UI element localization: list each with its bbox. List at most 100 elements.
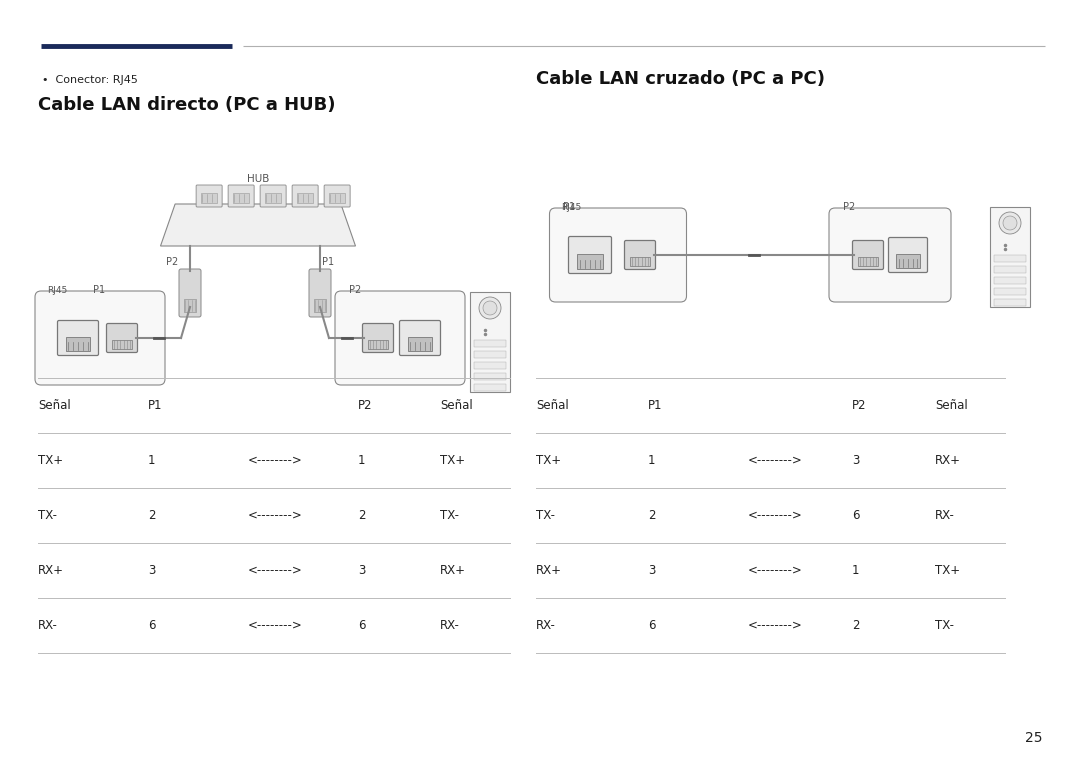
Text: 2: 2: [648, 509, 656, 522]
Text: 1: 1: [357, 454, 365, 467]
Text: TX-: TX-: [38, 509, 57, 522]
FancyBboxPatch shape: [57, 320, 98, 356]
Bar: [265, 193, 281, 203]
Text: P1: P1: [648, 399, 662, 412]
Bar: [201, 193, 217, 203]
Bar: [297, 193, 313, 203]
Text: 6: 6: [357, 619, 365, 632]
Bar: [184, 299, 197, 312]
Text: P1: P1: [93, 285, 105, 295]
Text: P2: P2: [357, 399, 373, 412]
Bar: [112, 340, 132, 349]
Text: RJ45: RJ45: [48, 286, 67, 295]
Circle shape: [1003, 216, 1017, 230]
Text: TX-: TX-: [440, 509, 459, 522]
Bar: [994, 266, 1026, 273]
Bar: [368, 340, 388, 349]
Text: Señal: Señal: [935, 399, 968, 412]
Text: <-------->: <-------->: [248, 619, 302, 632]
FancyBboxPatch shape: [852, 240, 883, 269]
Text: TX+: TX+: [536, 454, 562, 467]
Text: 25: 25: [1025, 731, 1042, 745]
Text: RX+: RX+: [536, 564, 562, 577]
Text: HUB: HUB: [247, 174, 269, 184]
Text: P1: P1: [564, 202, 576, 212]
Bar: [896, 253, 920, 268]
Text: <-------->: <-------->: [748, 454, 802, 467]
Text: TX+: TX+: [38, 454, 63, 467]
Text: RJ45: RJ45: [562, 203, 582, 212]
Text: TX+: TX+: [935, 564, 960, 577]
Bar: [577, 254, 603, 269]
FancyBboxPatch shape: [550, 208, 687, 302]
Text: P2: P2: [843, 202, 855, 212]
FancyBboxPatch shape: [197, 185, 222, 207]
Text: 2: 2: [357, 509, 365, 522]
Text: Cable LAN cruzado (PC a PC): Cable LAN cruzado (PC a PC): [536, 70, 825, 88]
FancyBboxPatch shape: [829, 208, 951, 302]
Bar: [474, 384, 507, 391]
FancyBboxPatch shape: [624, 240, 656, 269]
Text: 6: 6: [852, 509, 860, 522]
Text: 3: 3: [148, 564, 156, 577]
Text: Cable LAN directo (PC a HUB): Cable LAN directo (PC a HUB): [38, 96, 336, 114]
FancyBboxPatch shape: [363, 324, 393, 353]
Text: RX+: RX+: [440, 564, 465, 577]
Text: 6: 6: [148, 619, 156, 632]
Circle shape: [999, 212, 1021, 234]
Text: 6: 6: [648, 619, 656, 632]
Text: Señal: Señal: [440, 399, 473, 412]
Bar: [994, 255, 1026, 262]
Polygon shape: [161, 204, 355, 246]
Text: P2: P2: [349, 285, 361, 295]
Text: Señal: Señal: [38, 399, 71, 412]
Circle shape: [483, 301, 497, 315]
Text: <-------->: <-------->: [748, 509, 802, 522]
Text: 1: 1: [148, 454, 156, 467]
FancyBboxPatch shape: [260, 185, 286, 207]
Bar: [233, 193, 249, 203]
Text: <-------->: <-------->: [748, 619, 802, 632]
Text: TX-: TX-: [536, 509, 555, 522]
FancyBboxPatch shape: [228, 185, 254, 207]
Text: Señal: Señal: [536, 399, 569, 412]
Text: TX-: TX-: [935, 619, 954, 632]
Text: 3: 3: [852, 454, 860, 467]
Text: P1: P1: [148, 399, 162, 412]
Text: RX-: RX-: [440, 619, 460, 632]
Bar: [470, 292, 510, 392]
Bar: [66, 336, 91, 351]
Text: RX+: RX+: [935, 454, 961, 467]
Text: <-------->: <-------->: [748, 564, 802, 577]
FancyBboxPatch shape: [35, 291, 165, 385]
Text: RX-: RX-: [536, 619, 556, 632]
FancyBboxPatch shape: [335, 291, 465, 385]
Text: <-------->: <-------->: [248, 564, 302, 577]
Bar: [313, 299, 326, 312]
Text: 3: 3: [357, 564, 365, 577]
Bar: [994, 299, 1026, 306]
Bar: [631, 257, 650, 266]
Text: 2: 2: [148, 509, 156, 522]
FancyBboxPatch shape: [292, 185, 319, 207]
FancyBboxPatch shape: [324, 185, 350, 207]
Text: RX+: RX+: [38, 564, 64, 577]
FancyBboxPatch shape: [309, 269, 330, 317]
FancyBboxPatch shape: [889, 237, 928, 272]
Text: <-------->: <-------->: [248, 509, 302, 522]
Bar: [407, 336, 432, 351]
Text: 1: 1: [852, 564, 860, 577]
FancyBboxPatch shape: [107, 324, 137, 353]
Text: P2: P2: [852, 399, 866, 412]
Text: RX-: RX-: [935, 509, 955, 522]
Text: 2: 2: [852, 619, 860, 632]
Bar: [474, 373, 507, 380]
Bar: [990, 207, 1030, 307]
Bar: [329, 193, 346, 203]
FancyBboxPatch shape: [400, 320, 441, 356]
FancyBboxPatch shape: [568, 237, 611, 273]
Text: RX-: RX-: [38, 619, 58, 632]
Bar: [994, 288, 1026, 295]
FancyBboxPatch shape: [179, 269, 201, 317]
Text: P2: P2: [165, 257, 178, 267]
